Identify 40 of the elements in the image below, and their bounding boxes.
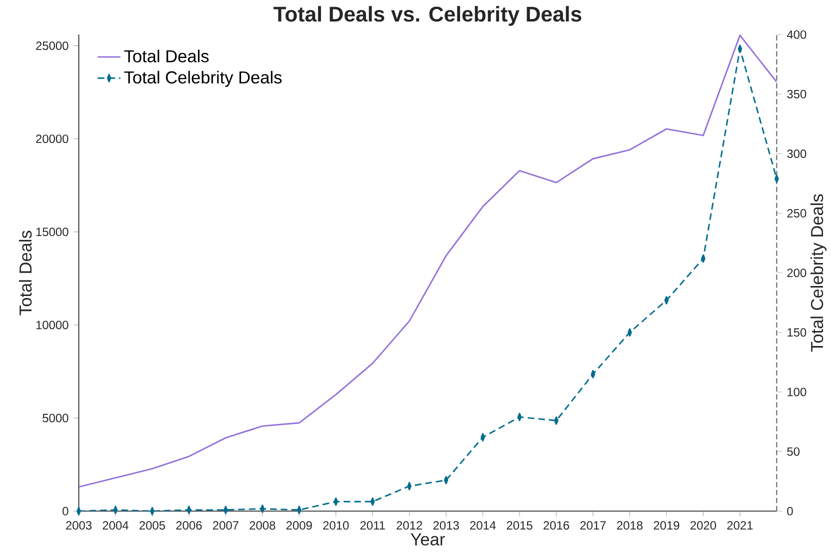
- y-tick-label: 20000: [36, 134, 68, 143]
- x-tick-label: 2020: [690, 520, 716, 530]
- y2-tick-label: 150: [788, 328, 806, 336]
- x-tick-label: 2014: [470, 520, 496, 530]
- x-axis-title: Year: [410, 533, 445, 546]
- x-tick-label: 2008: [250, 520, 276, 530]
- x-tick-label: 2019: [654, 520, 680, 530]
- y2-tick-label: 0: [787, 506, 793, 516]
- y2-tick-label: 50: [787, 447, 800, 456]
- y-tick-label: 5000: [42, 414, 68, 422]
- y2-axis-title: Total Celebrity Deals: [810, 194, 827, 352]
- y2-tick-label: 350: [787, 90, 806, 98]
- x-tick-label: 2010: [323, 520, 349, 530]
- x-tick-label: 2017: [580, 520, 606, 530]
- x-tick-label: 2021: [727, 520, 753, 530]
- chart-title: Total Deals vs. Celebrity Deals: [273, 6, 582, 26]
- x-tick-label: 2013: [433, 520, 459, 530]
- x-tick-label: 2003: [66, 520, 92, 530]
- y2-tick-label: 300: [787, 149, 806, 158]
- x-tick-label: 2004: [102, 520, 128, 530]
- y2-tick-label: 400: [786, 30, 806, 39]
- x-tick-label: 2011: [360, 520, 385, 530]
- y-tick-label: 15000: [36, 227, 68, 236]
- legend-label: Total Deals: [124, 50, 209, 62]
- legend-label: Total Celebrity Deals: [124, 70, 282, 87]
- x-tick-label: 2006: [176, 520, 202, 530]
- x-tick-label: 2009: [286, 520, 312, 530]
- x-tick-label: 2012: [396, 520, 422, 530]
- y-axis-title: Total Deals: [18, 230, 32, 316]
- y-tick-label: 25000: [36, 41, 68, 50]
- x-tick-label: 2007: [212, 520, 238, 530]
- y2-tick-label: 250: [787, 208, 806, 218]
- y2-tick-label: 200: [787, 268, 806, 277]
- x-tick-label: 2016: [544, 520, 570, 530]
- x-tick-label: 2018: [617, 520, 643, 530]
- x-tick-label: 2005: [140, 520, 166, 530]
- y2-tick-label: 100: [788, 388, 806, 396]
- x-tick-label: 2015: [506, 520, 532, 530]
- y-tick-label: 10000: [36, 320, 68, 330]
- y-tick-label: 0: [62, 506, 68, 516]
